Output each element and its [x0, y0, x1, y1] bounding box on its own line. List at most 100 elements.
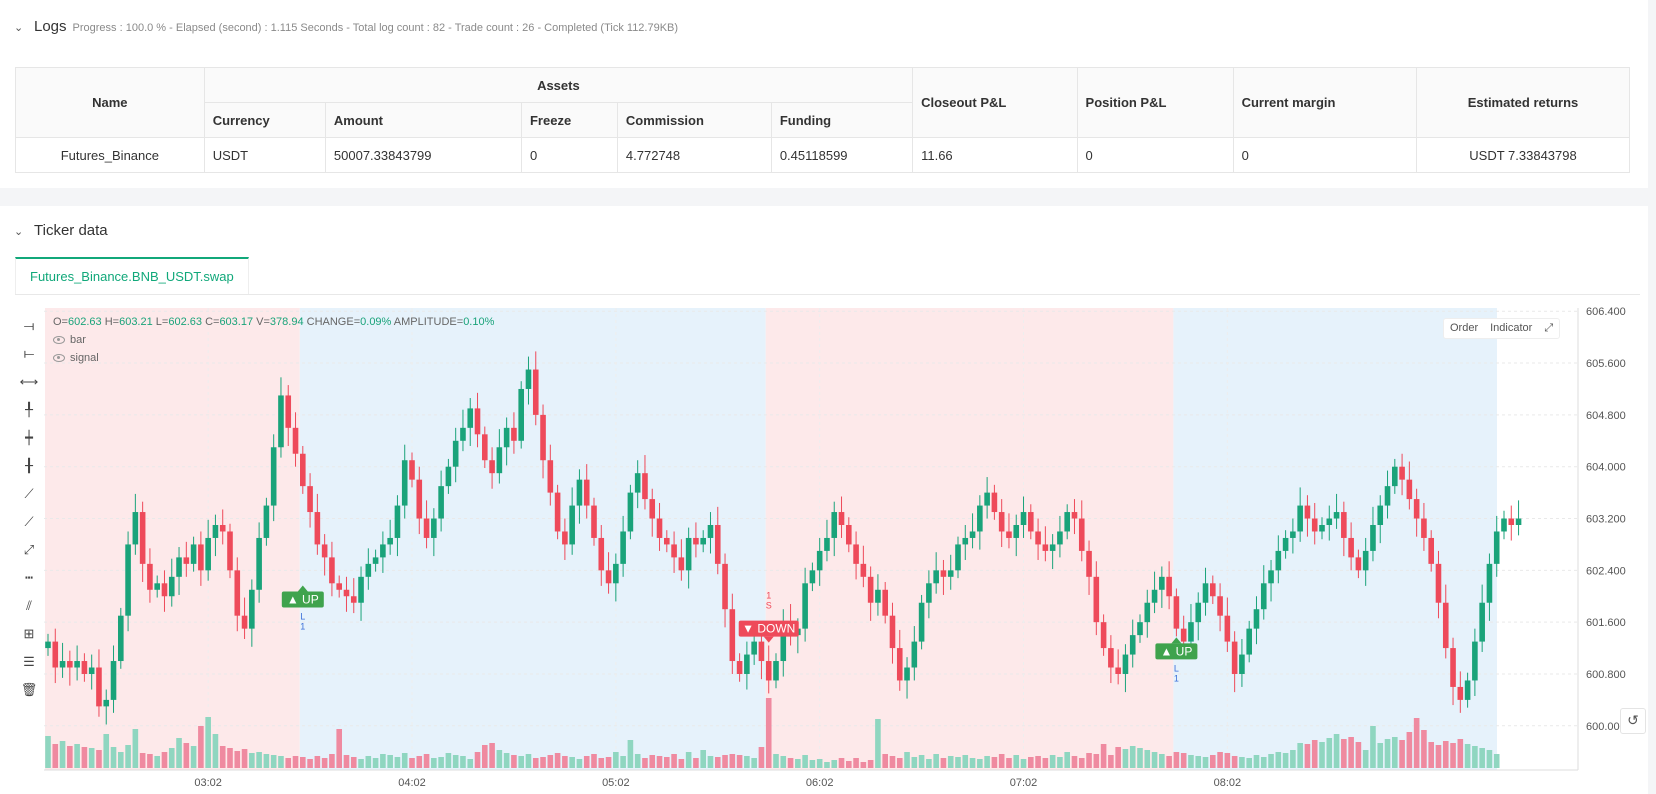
cell-margin: 0 — [1232, 137, 1417, 173]
candle-body — [1028, 512, 1034, 532]
candle-body — [620, 531, 626, 564]
volume-bar — [103, 734, 110, 768]
indicator-button[interactable]: Indicator — [1490, 322, 1533, 334]
chevron-down-icon[interactable]: ⌄ — [14, 226, 24, 238]
volume-bar — [882, 754, 888, 768]
candle-body — [372, 557, 379, 564]
volume-bar — [744, 756, 750, 768]
candle-body — [1239, 654, 1245, 674]
y-tick-label: 604.800 — [1586, 410, 1626, 422]
volume-bar — [853, 758, 859, 768]
volume-bar — [787, 758, 794, 768]
candle-body — [882, 589, 888, 616]
cell-commission: 4.772748 — [616, 137, 772, 173]
logs-panel: ⌄ Logs Progress : 100.0 % - Elapsed (sec… — [0, 0, 1648, 188]
volume-bar — [372, 758, 379, 768]
measure-icon[interactable]: ☰ — [23, 654, 35, 669]
vertical-segment-icon[interactable]: ┿ — [25, 430, 33, 445]
candle-body — [1093, 576, 1100, 623]
vertical-ray-icon[interactable]: ╀ — [25, 402, 33, 417]
arrow-line-icon[interactable]: ⤢ — [23, 542, 35, 557]
candle-body — [940, 570, 947, 577]
candle-body — [591, 505, 597, 538]
volume-bar — [802, 755, 808, 768]
candle-body — [1202, 583, 1209, 603]
logs-header[interactable]: ⌄ Logs Progress : 100.0 % - Elapsed (sec… — [14, 18, 678, 35]
volume-bar — [438, 757, 444, 768]
candle-body — [1100, 622, 1107, 649]
ticker-header[interactable]: ⌄ Ticker data — [14, 222, 108, 239]
candle-body — [431, 518, 437, 538]
volume-bar — [176, 738, 182, 768]
trend-line-icon[interactable]: ⟋ — [24, 486, 34, 501]
volume-bar — [1326, 738, 1333, 768]
ray-icon[interactable]: ⟞ — [23, 318, 35, 333]
volume-bar — [547, 755, 554, 768]
volume-bar — [1311, 740, 1318, 768]
col-commission: Commission — [616, 102, 772, 138]
candle-body — [867, 576, 874, 603]
volume-bar — [1319, 742, 1325, 768]
eye-icon[interactable] — [53, 354, 65, 362]
parallel-channel-icon[interactable]: ⫽ — [26, 598, 32, 613]
tab-bnb-usdt-swap[interactable]: Futures_Binance.BNB_USDT.swap — [15, 257, 249, 295]
low-value: 602.63 — [168, 316, 202, 328]
volume-bar — [831, 760, 838, 768]
candle-body — [896, 648, 903, 681]
candle-body — [249, 589, 255, 629]
volume-bar — [940, 758, 947, 768]
candle-body — [1253, 609, 1260, 629]
signal-mark: L — [300, 611, 305, 621]
x-tick-label: 04:02 — [398, 777, 426, 789]
volume-value: 378.94 — [269, 316, 304, 328]
reset-view-icon[interactable]: ↺ — [1620, 708, 1646, 734]
candle-body — [627, 492, 634, 532]
volume-bar — [314, 756, 321, 768]
candle-body — [1144, 602, 1151, 623]
volume-bar — [1392, 737, 1398, 768]
volume-bar — [482, 745, 488, 768]
candle-body — [991, 492, 998, 513]
chevron-down-icon[interactable]: ⌄ — [14, 22, 24, 34]
logs-title: Logs — [34, 18, 67, 35]
order-button[interactable]: Order — [1450, 322, 1479, 334]
volume-bar — [1464, 744, 1471, 768]
candle-body — [387, 537, 393, 545]
candle-body — [853, 544, 859, 564]
volume-bar — [212, 734, 219, 768]
legend-signal[interactable]: signal — [53, 352, 99, 364]
fib-icon[interactable]: ⊞ — [23, 626, 35, 641]
price-range-icon[interactable]: ┅ — [25, 570, 33, 585]
candle-body — [532, 369, 539, 415]
amplitude-value: 0.10% — [463, 316, 495, 328]
legend-bar[interactable]: bar — [53, 334, 86, 346]
volume-bar — [1064, 752, 1070, 768]
volume-bar — [1006, 758, 1012, 768]
volume-bar — [234, 751, 241, 768]
candle-body — [1166, 576, 1172, 597]
candle-body — [132, 512, 139, 545]
col-currency: Currency — [203, 102, 326, 138]
change-value: 0.09% — [360, 316, 392, 328]
candle-body — [838, 512, 845, 525]
eye-icon[interactable] — [53, 336, 65, 344]
vertical-line-icon[interactable]: ╂ — [25, 458, 33, 473]
segment-icon[interactable]: ⟝ — [23, 346, 35, 361]
candle-body — [74, 661, 80, 668]
volume-bar — [147, 754, 153, 768]
horizontal-line-icon[interactable]: ⟷ — [19, 374, 39, 389]
volume-bar — [1333, 734, 1340, 768]
candle-body — [1137, 622, 1143, 636]
volume-bar — [161, 752, 168, 768]
volume-bar — [1020, 759, 1027, 768]
volume-bar — [394, 757, 401, 768]
fullscreen-icon[interactable]: ⤢ — [1544, 322, 1554, 334]
volume-bar — [795, 759, 801, 768]
volume-bar — [1493, 754, 1500, 768]
candle-body — [1049, 544, 1056, 551]
candle-body — [154, 583, 160, 590]
candle-body — [438, 486, 444, 519]
extended-line-icon[interactable]: ⟋ — [24, 514, 34, 529]
trash-icon[interactable]: 🗑 — [20, 682, 38, 697]
